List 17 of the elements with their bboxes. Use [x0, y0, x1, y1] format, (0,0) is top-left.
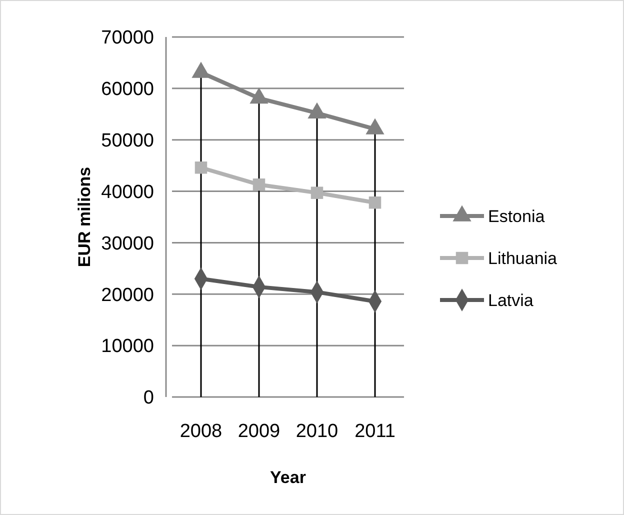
y-tick-label: 0 [143, 388, 154, 409]
legend-label: Lithuania [488, 248, 558, 268]
x-tick-label: 2010 [296, 421, 338, 442]
y-tick-label: 60000 [101, 79, 154, 100]
y-tick-label: 50000 [101, 130, 154, 152]
y-tick-label: 40000 [101, 182, 154, 203]
x-tick-label: 2008 [180, 421, 222, 442]
x-axis-title: Year [270, 468, 306, 487]
y-tick-label: 30000 [101, 233, 154, 254]
y-tick-label: 20000 [101, 284, 154, 306]
legend-label: Latvia [488, 290, 534, 310]
x-tick-label: 2009 [238, 421, 280, 442]
y-axis-title: EUR milions [75, 166, 94, 268]
y-tick-label: 70000 [101, 28, 154, 49]
x-tick-label: 2011 [354, 421, 396, 442]
legend-label: Estonia [488, 206, 546, 226]
y-tick-label: 10000 [101, 336, 154, 358]
